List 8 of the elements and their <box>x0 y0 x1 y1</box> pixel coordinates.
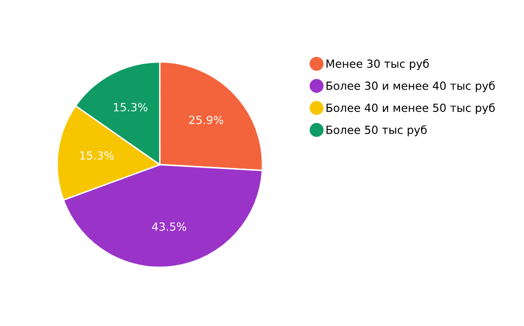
legend-label: Более 40 и менее 50 тыс руб <box>326 103 495 114</box>
data-label: 43.5% <box>152 222 186 231</box>
legend-label: Более 50 тыс руб <box>326 125 427 136</box>
data-label: 15.3% <box>114 102 148 112</box>
data-label: 15.3% <box>80 151 114 160</box>
data-label: 25.9% <box>189 116 224 124</box>
legend-label: Более 30 и менее 40 тыс руб <box>326 81 495 92</box>
legend-label: Менее 30 тыс руб <box>326 59 429 70</box>
